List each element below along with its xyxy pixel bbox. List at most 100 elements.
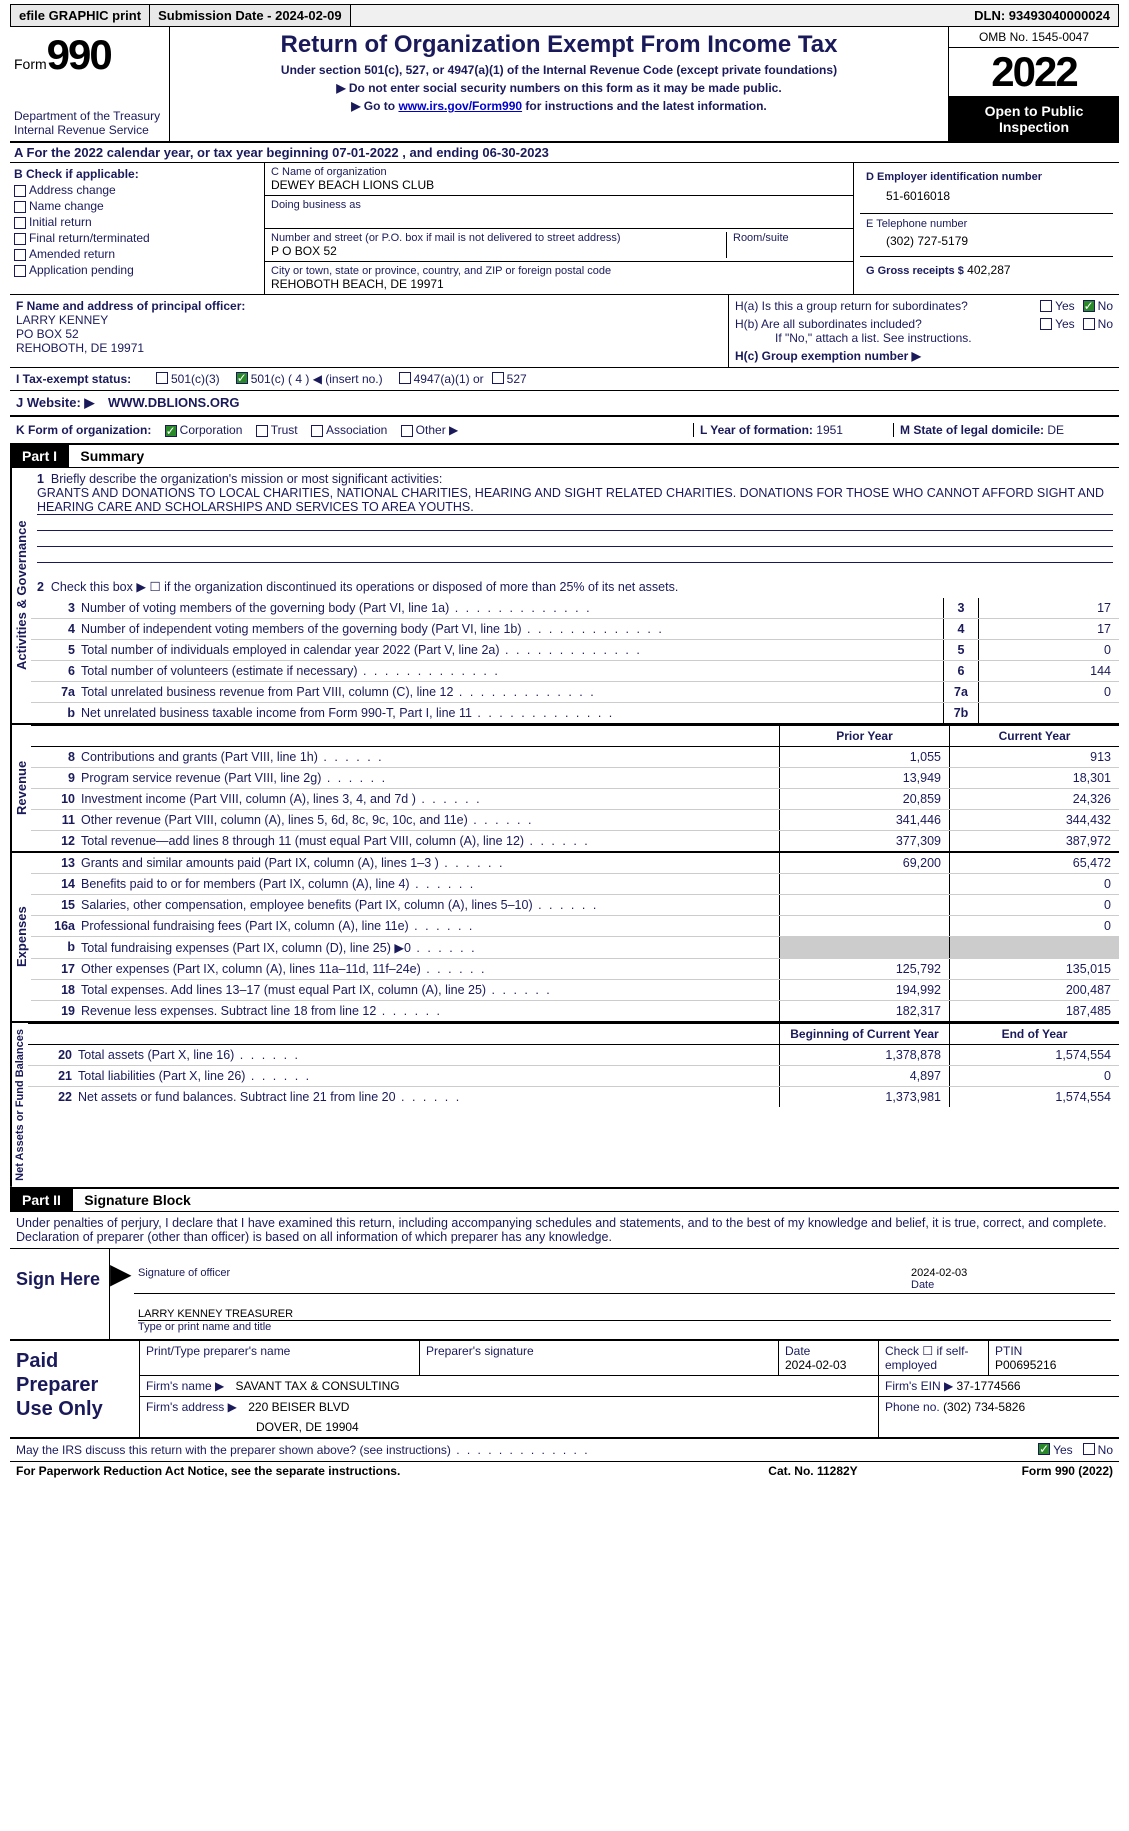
cb-501c3[interactable] xyxy=(156,372,168,384)
cb-amended[interactable] xyxy=(14,249,26,261)
curr-val: 187,485 xyxy=(949,1001,1119,1021)
cb-other[interactable] xyxy=(401,425,413,437)
room-label: Room/suite xyxy=(733,232,847,244)
line-num: 10 xyxy=(47,789,75,809)
cb-initial-return[interactable] xyxy=(14,217,26,229)
perjury-declaration: Under penalties of perjury, I declare th… xyxy=(10,1212,1119,1248)
cb-name-change[interactable] xyxy=(14,201,26,213)
line-text: Other expenses (Part IX, column (A), lin… xyxy=(75,959,779,979)
irs-label: Internal Revenue Service xyxy=(14,123,165,137)
curr-val: 1,574,554 xyxy=(949,1087,1119,1107)
eoy-header: End of Year xyxy=(949,1024,1119,1044)
cb-hb-yes[interactable] xyxy=(1040,318,1052,330)
status-opt: 501(c) ( 4 ) ◀ (insert no.) xyxy=(251,372,383,386)
line-text: Grants and similar amounts paid (Part IX… xyxy=(75,853,779,873)
line-text: Total number of volunteers (estimate if … xyxy=(75,661,943,681)
vert-revenue: Revenue xyxy=(10,725,31,851)
line-num: 4 xyxy=(47,619,75,639)
sign-here-label: Sign Here xyxy=(10,1249,110,1339)
status-opt: 4947(a)(1) or xyxy=(414,372,484,386)
prep-name-label: Print/Type preparer's name xyxy=(140,1341,420,1375)
bottom-row: For Paperwork Reduction Act Notice, see … xyxy=(10,1461,1119,1480)
cb-address-change[interactable] xyxy=(14,185,26,197)
website-row: J Website: ▶ WWW.DBLIONS.ORG xyxy=(10,391,1119,417)
line-text: Total expenses. Add lines 13–17 (must eq… xyxy=(75,980,779,1000)
header-instr-1: ▶ Do not enter social security numbers o… xyxy=(180,81,938,95)
line-num: 11 xyxy=(47,810,75,830)
cb-501c[interactable] xyxy=(236,372,248,384)
line-item: bTotal fundraising expenses (Part IX, co… xyxy=(31,936,1119,958)
gross-value: 402,287 xyxy=(967,263,1010,277)
prior-val xyxy=(779,916,949,936)
line-text: Revenue less expenses. Subtract line 18 … xyxy=(75,1001,779,1021)
prep-selfemp: Check ☐ if self-employed xyxy=(879,1341,989,1375)
curr-val: 913 xyxy=(949,747,1119,767)
arrow-icon: ▶ xyxy=(110,1249,130,1339)
cb-ha-no[interactable] xyxy=(1083,300,1095,312)
identity-grid: B Check if applicable: Address change Na… xyxy=(10,163,1119,295)
curr-val: 0 xyxy=(949,874,1119,894)
line-text: Other revenue (Part VIII, column (A), li… xyxy=(75,810,779,830)
form-footer: Form 990 (2022) xyxy=(913,1464,1113,1478)
cb-label: Application pending xyxy=(29,263,134,277)
cb-527[interactable] xyxy=(492,372,504,384)
cb-discuss-no[interactable] xyxy=(1083,1443,1095,1455)
curr-val: 135,015 xyxy=(949,959,1119,979)
irs-link[interactable]: www.irs.gov/Form990 xyxy=(398,99,522,113)
f-h-row: F Name and address of principal officer:… xyxy=(10,295,1119,368)
prior-val: 1,373,981 xyxy=(779,1087,949,1107)
curr-val: 1,574,554 xyxy=(949,1045,1119,1065)
line-item: 14Benefits paid to or for members (Part … xyxy=(31,873,1119,894)
l-label: L Year of formation: xyxy=(700,423,813,437)
prior-val: 194,992 xyxy=(779,980,949,1000)
curr-val: 200,487 xyxy=(949,980,1119,1000)
line-key: 5 xyxy=(943,640,979,660)
line-num: b xyxy=(47,703,75,723)
cb-hb-no[interactable] xyxy=(1083,318,1095,330)
prep-date-value: 2024-02-03 xyxy=(785,1358,846,1372)
line-num: 5 xyxy=(47,640,75,660)
website-label: J Website: ▶ xyxy=(16,395,94,410)
gross-label: G Gross receipts $ xyxy=(866,265,964,277)
line-num: 9 xyxy=(47,768,75,788)
q2-text: Check this box ▶ ☐ if the organization d… xyxy=(51,580,678,594)
h-b-label: H(b) Are all subordinates included? xyxy=(735,317,1040,331)
line-val: 0 xyxy=(979,682,1119,702)
line-item: 9Program service revenue (Part VIII, lin… xyxy=(31,767,1119,788)
cb-final-return[interactable] xyxy=(14,233,26,245)
efile-print-button[interactable]: efile GRAPHIC print xyxy=(11,5,150,26)
line-num: 6 xyxy=(47,661,75,681)
korg-opt: Association xyxy=(326,423,387,437)
current-year-header: Current Year xyxy=(949,726,1119,746)
line-text: Investment income (Part VIII, column (A)… xyxy=(75,789,779,809)
netassets-section: Net Assets or Fund Balances Beginning of… xyxy=(10,1023,1119,1189)
instr-post: for instructions and the latest informat… xyxy=(522,99,767,113)
cb-assoc[interactable] xyxy=(311,425,323,437)
phone-label: E Telephone number xyxy=(866,218,1107,230)
street-label: Number and street (or P.O. box if mail i… xyxy=(271,232,726,244)
submission-date: Submission Date - 2024-02-09 xyxy=(150,5,351,26)
no-label: No xyxy=(1098,1443,1113,1457)
firm-name-label: Firm's name ▶ xyxy=(146,1379,224,1393)
line-item: 12Total revenue—add lines 8 through 11 (… xyxy=(31,830,1119,851)
line-item: 17Other expenses (Part IX, column (A), l… xyxy=(31,958,1119,979)
form-label: Form xyxy=(14,56,47,72)
line-text: Total revenue—add lines 8 through 11 (mu… xyxy=(75,831,779,851)
line-num: 14 xyxy=(47,874,75,894)
line-item: 21Total liabilities (Part X, line 26)4,8… xyxy=(28,1065,1119,1086)
cb-discuss-yes[interactable] xyxy=(1038,1443,1050,1455)
cb-4947[interactable] xyxy=(399,372,411,384)
cb-app-pending[interactable] xyxy=(14,265,26,277)
city-value: REHOBOTH BEACH, DE 19971 xyxy=(271,277,847,291)
omb-number: OMB No. 1545-0047 xyxy=(949,27,1119,48)
curr-val xyxy=(949,937,1119,958)
firm-phone-value: (302) 734-5826 xyxy=(943,1400,1025,1414)
cb-ha-yes[interactable] xyxy=(1040,300,1052,312)
firm-name-value: SAVANT TAX & CONSULTING xyxy=(228,1379,400,1393)
line-text: Total liabilities (Part X, line 26) xyxy=(72,1066,779,1086)
part-ii-badge: Part II xyxy=(10,1189,73,1211)
cb-trust[interactable] xyxy=(256,425,268,437)
line-text: Benefits paid to or for members (Part IX… xyxy=(75,874,779,894)
cb-corp[interactable] xyxy=(165,425,177,437)
status-opt: 527 xyxy=(507,372,527,386)
